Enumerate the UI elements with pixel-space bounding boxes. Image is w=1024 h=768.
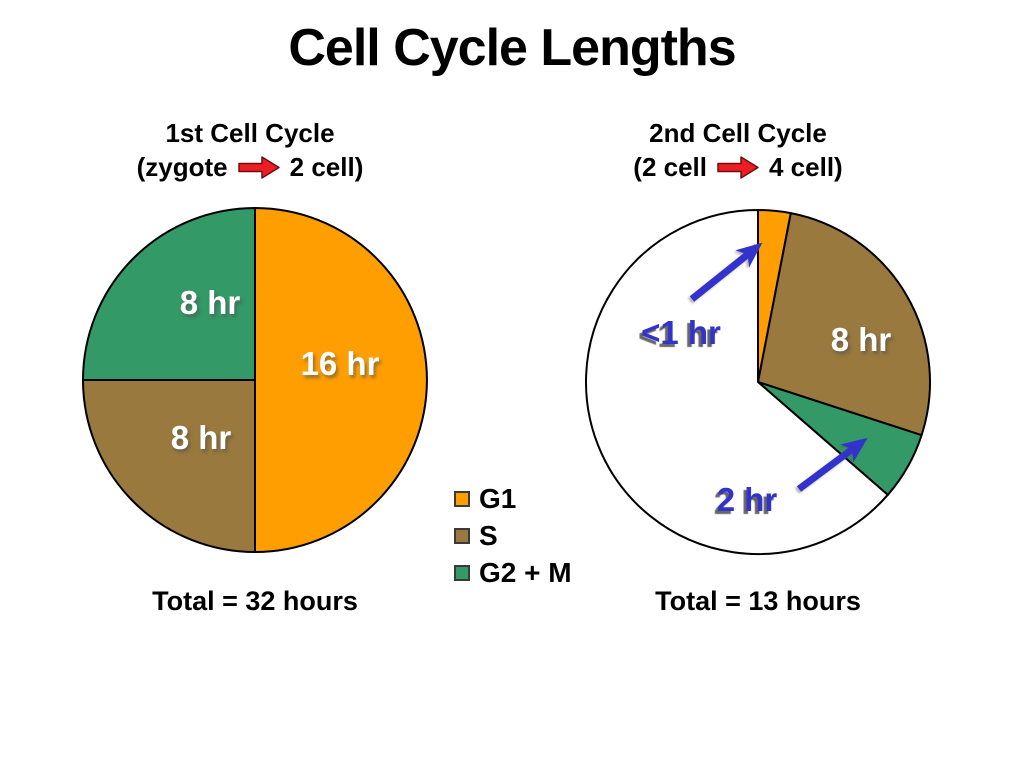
pie2-heading-title: 2nd Cell Cycle: [649, 118, 827, 148]
pie2-heading-subtitle: (2 cell 4 cell): [585, 150, 891, 184]
pie1-heading-from: (zygote: [136, 152, 228, 182]
pie2-g2m-callout-label: 2 hr: [716, 481, 778, 518]
pie2-s-label: 8 hr: [830, 321, 892, 358]
pie-slice-s: [82, 379, 256, 553]
pie1-g1-label: 16 hr: [300, 345, 380, 382]
pie2-heading-from: (2 cell: [633, 152, 707, 182]
pie-slice-g2m: [82, 207, 256, 381]
right-arrow-icon: [237, 155, 280, 179]
pie1-total: Total = 32 hours: [152, 586, 358, 616]
legend-item-g1: G1: [454, 480, 572, 517]
pie1-heading-to: 2 cell): [289, 152, 364, 182]
pie2-total: Total = 13 hours: [655, 586, 861, 616]
pie1-heading-title: 1st Cell Cycle: [165, 118, 335, 148]
pie-slice-g1: [254, 207, 428, 553]
pie1-g2m-label: 8 hr: [179, 284, 241, 321]
s-swatch-icon: [454, 527, 470, 544]
right-arrow-icon: [717, 155, 759, 179]
pie1-s-label: 8 hr: [170, 419, 232, 456]
legend-item-g2m: G2 + M: [454, 554, 572, 591]
pie-slice-s: [757, 212, 931, 437]
legend: G1 S G2 + M: [454, 480, 572, 591]
pie2-g1-callout-label: <1 hr: [641, 314, 721, 351]
g2m-swatch-icon: [454, 564, 470, 581]
legend-label-s: S: [479, 519, 498, 551]
g1-swatch-icon: [454, 490, 470, 507]
page-title: Cell Cycle Lengths: [288, 19, 736, 77]
pie2-heading-to: 4 cell): [769, 152, 843, 182]
pie1-heading: 1st Cell Cycle (zygote 2 cell): [95, 116, 405, 184]
pie1-heading-subtitle: (zygote 2 cell): [95, 150, 405, 184]
pie2-heading: 2nd Cell Cycle (2 cell 4 cell): [585, 116, 891, 184]
legend-item-s: S: [454, 517, 572, 554]
legend-label-g2m: G2 + M: [479, 556, 572, 588]
legend-label-g1: G1: [479, 482, 517, 514]
pie-chart-first-cell-cycle: [82, 207, 428, 553]
